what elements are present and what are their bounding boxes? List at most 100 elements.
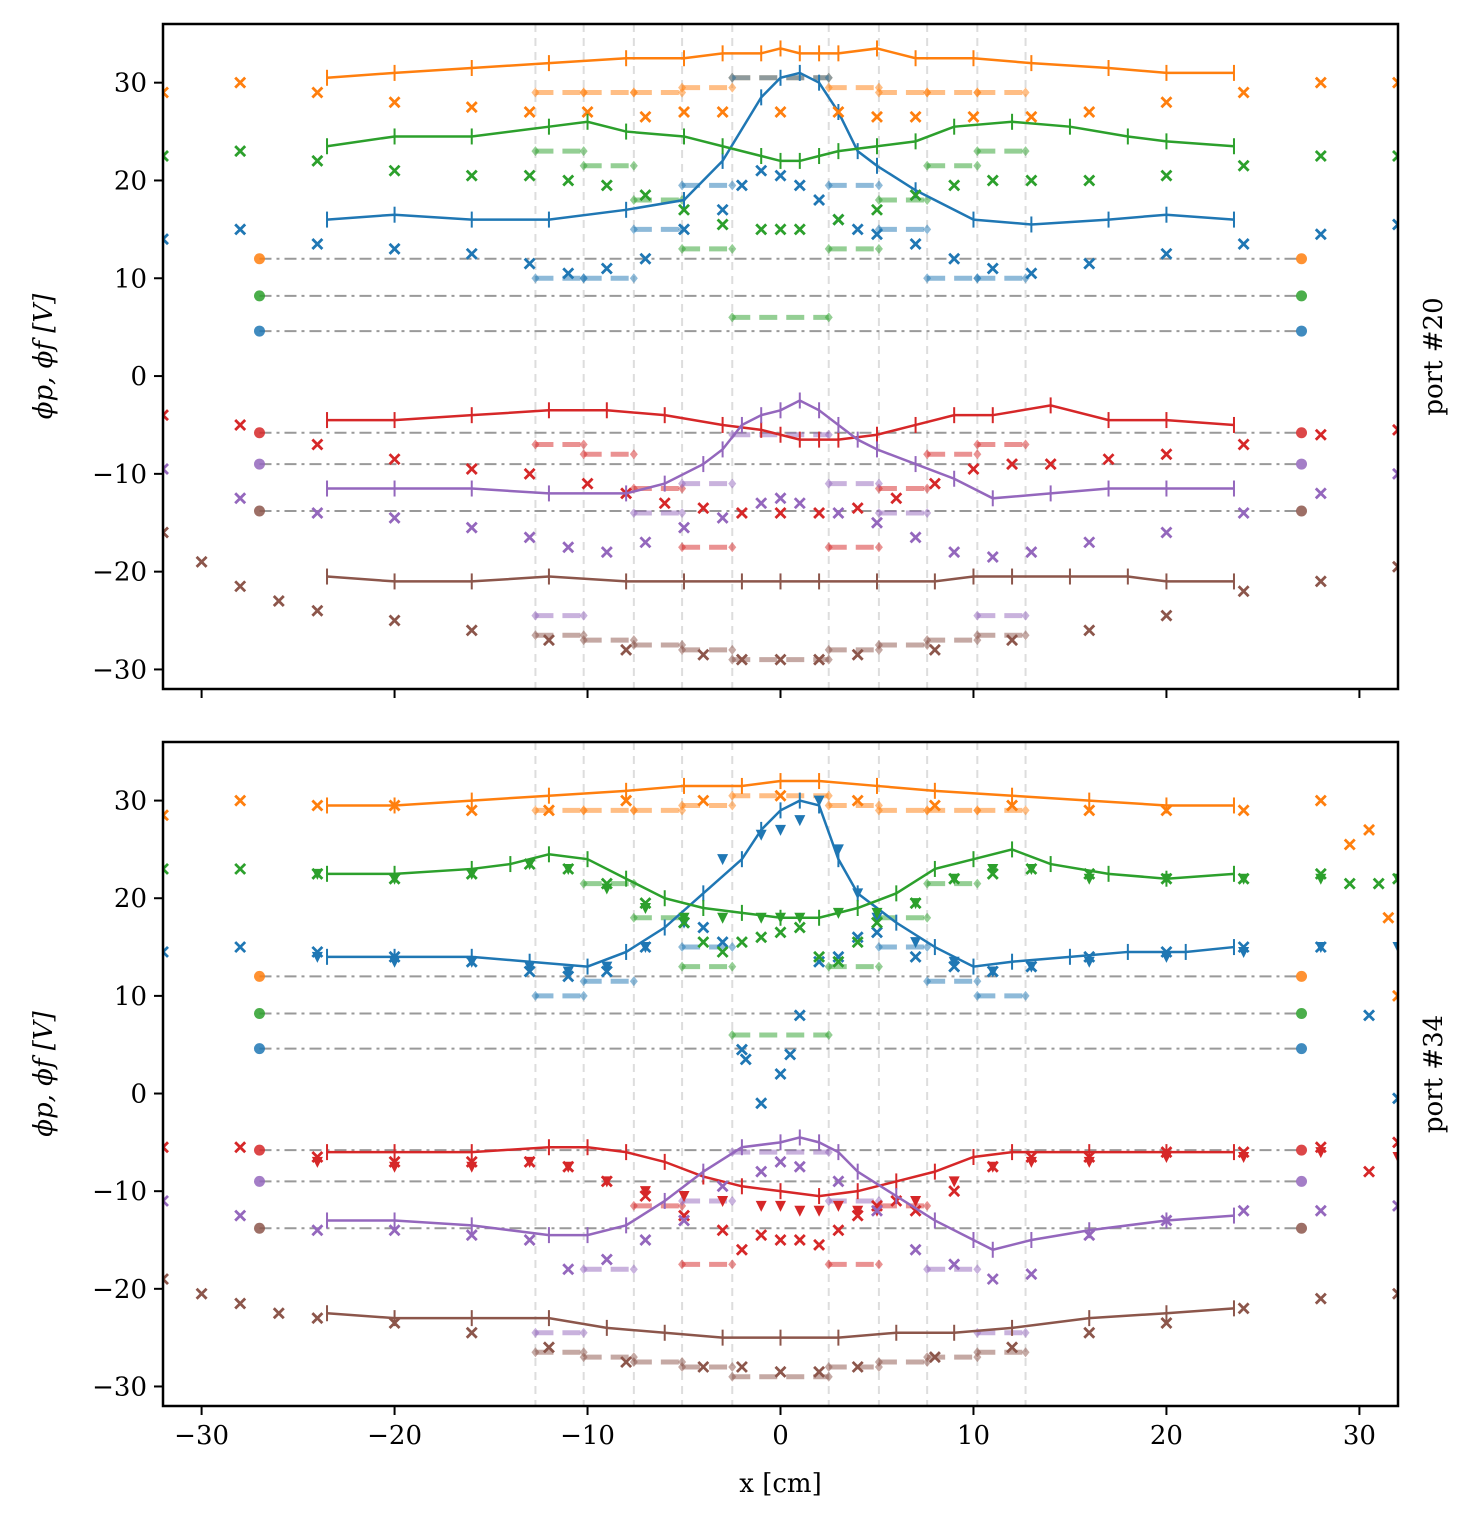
data-point-x xyxy=(716,1224,729,1237)
data-point-x xyxy=(234,1141,247,1154)
reference-dot xyxy=(253,1007,265,1019)
segment-endpoint xyxy=(678,82,687,93)
data-point-x xyxy=(163,1273,169,1286)
data-point-triangle xyxy=(987,863,999,875)
data-point-x xyxy=(1044,458,1057,471)
segment-endpoint xyxy=(923,160,932,171)
data-point-x xyxy=(620,794,633,807)
segment-endpoint xyxy=(923,87,932,98)
data-point-x xyxy=(311,604,324,617)
segment-endpoint xyxy=(973,160,982,171)
x-tick-label: 0 xyxy=(772,1421,789,1451)
data-point-triangle xyxy=(524,961,536,973)
segment-endpoint xyxy=(973,1264,982,1275)
reference-dot xyxy=(253,970,265,982)
data-point-x xyxy=(1392,1136,1398,1149)
data-point-x xyxy=(774,1155,787,1168)
reference-dot xyxy=(253,458,265,470)
data-point-x xyxy=(311,1224,324,1237)
data-point-x xyxy=(388,1317,401,1329)
data-point-triangle xyxy=(775,912,786,924)
segment-endpoint xyxy=(579,273,588,284)
segment-endpoint xyxy=(629,912,638,923)
data-point-x xyxy=(1160,1214,1173,1227)
data-point-x xyxy=(735,1360,748,1373)
data-point-x xyxy=(1083,624,1096,637)
segment-endpoint xyxy=(923,449,932,460)
data-point-triangle xyxy=(755,829,767,841)
segment-endpoint xyxy=(923,878,932,889)
data-point-x xyxy=(311,1312,324,1325)
data-point-x xyxy=(1237,1302,1250,1315)
data-point-x xyxy=(813,194,826,207)
segment-endpoint xyxy=(531,990,540,1001)
data-point-triangle xyxy=(1083,1156,1095,1168)
segment-endpoint xyxy=(678,180,687,191)
data-point-x xyxy=(465,462,478,475)
reference-dot xyxy=(1296,458,1308,470)
data-point-triangle xyxy=(601,961,613,973)
segment-endpoint xyxy=(629,1264,638,1275)
data-point-triangle xyxy=(311,1156,323,1168)
port-label: port #34 xyxy=(1419,1015,1449,1133)
reference-dot xyxy=(253,325,265,337)
data-point-x xyxy=(716,106,729,119)
data-point-x xyxy=(658,497,671,510)
data-point-x xyxy=(755,1097,768,1110)
bottom-panel: −30 −20 −10 0 10 20 30 30 20 10 0 −10 −20 −30 ϕp, ϕf [… xyxy=(29,740,1449,1499)
data-point-x xyxy=(1160,96,1173,109)
segment-endpoint xyxy=(531,87,540,98)
data-point-x xyxy=(793,921,806,934)
segment-endpoint xyxy=(824,542,833,553)
y-tick-label: 10 xyxy=(114,982,147,1012)
segment-endpoint xyxy=(923,1352,932,1363)
data-point-triangle xyxy=(832,1200,844,1212)
data-point-x xyxy=(813,950,826,963)
segment-endpoint xyxy=(579,439,588,450)
segment-endpoint xyxy=(728,478,737,489)
data-point-triangle xyxy=(755,1200,767,1212)
data-point-x xyxy=(909,238,922,251)
data-point-x xyxy=(928,643,941,656)
data-point-x xyxy=(1392,1092,1398,1105)
data-point-x xyxy=(581,106,594,119)
segment-endpoint xyxy=(1021,87,1030,98)
data-point-x xyxy=(1392,76,1398,89)
segment-endpoint xyxy=(923,224,932,235)
segment-endpoint xyxy=(973,878,982,889)
data-point-x xyxy=(948,252,961,265)
segment-endpoint xyxy=(678,961,687,972)
data-point-triangle xyxy=(832,844,844,856)
segment-endpoint xyxy=(874,942,883,953)
segment-endpoint xyxy=(678,507,687,518)
data-point-x xyxy=(986,550,999,563)
data-point-x xyxy=(195,555,208,568)
segment-endpoint xyxy=(629,160,638,171)
segment-endpoint xyxy=(531,146,540,157)
data-point-x xyxy=(774,926,787,939)
data-point-triangle xyxy=(601,883,613,895)
data-point-x xyxy=(523,169,536,182)
data-point-triangle xyxy=(678,912,690,924)
data-point-triangle xyxy=(678,1191,690,1203)
data-point-x xyxy=(1382,911,1395,924)
data-point-triangle xyxy=(794,815,806,827)
segment-endpoint xyxy=(973,273,982,284)
data-point-x xyxy=(1237,159,1250,172)
data-point-triangle xyxy=(389,956,401,968)
segment-endpoint xyxy=(728,942,737,953)
data-point-x xyxy=(774,1068,787,1080)
segment-endpoint xyxy=(531,630,540,641)
segment-endpoint xyxy=(579,635,588,646)
data-point-x xyxy=(986,262,999,275)
data-point-x xyxy=(870,110,883,123)
segment-endpoint xyxy=(629,449,638,460)
y-tick-label: 30 xyxy=(114,787,147,817)
segment-endpoint xyxy=(824,1371,833,1382)
data-point-x xyxy=(1160,609,1173,622)
data-point-x xyxy=(1083,106,1096,119)
data-point-x xyxy=(523,257,536,270)
data-point-x xyxy=(465,804,478,817)
segment-endpoint xyxy=(728,800,737,811)
segment-endpoint xyxy=(629,224,638,235)
